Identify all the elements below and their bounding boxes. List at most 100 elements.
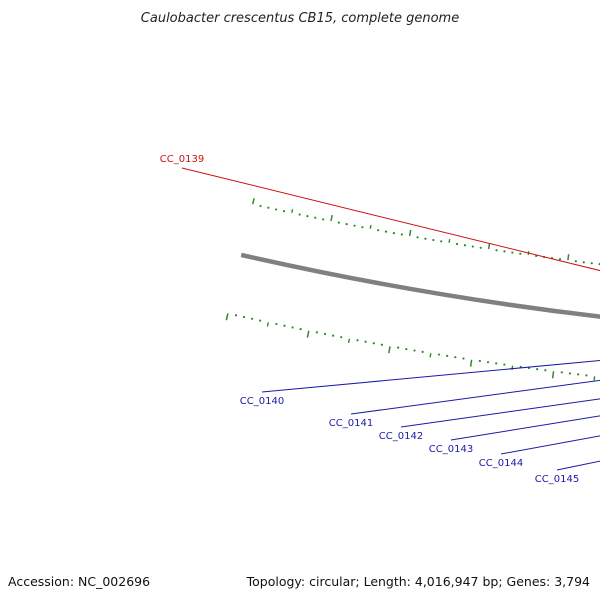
scale-half-tick: [266, 322, 269, 327]
scale-dot: [356, 339, 359, 342]
scale-dot: [332, 334, 335, 337]
scale-half-tick: [429, 353, 432, 358]
scale-dot: [446, 354, 449, 357]
scale-dot: [558, 258, 562, 261]
scale-dot: [283, 324, 286, 327]
gene-label-leader: [400, 398, 600, 428]
scale-dot: [259, 319, 262, 322]
scale-dot: [282, 210, 286, 213]
scale-tick: [251, 198, 255, 205]
scale-tick: [388, 346, 391, 354]
scale-dot: [536, 368, 539, 371]
scale-dot: [503, 363, 506, 366]
scale-dot: [400, 233, 403, 236]
scale-dot: [372, 342, 375, 345]
scale-dot: [590, 262, 593, 265]
map-title: Caulobacter crescentus CB15, complete ge…: [141, 11, 459, 26]
scale-dot: [345, 223, 348, 226]
scale-tick: [408, 229, 412, 237]
scale-tick: [330, 214, 333, 222]
scale-dot: [454, 356, 457, 359]
scale-dot: [495, 362, 498, 365]
gene-label-leader: [181, 167, 600, 272]
scale-dot: [315, 331, 318, 334]
scale-dot: [574, 260, 577, 263]
scale-dot: [298, 213, 301, 216]
gene-label-leader: [261, 359, 600, 393]
scale-dot: [421, 350, 424, 353]
scale-dot: [413, 349, 416, 352]
inner-dotted-scale: [251, 198, 600, 266]
scale-dot: [503, 250, 506, 253]
scale-dot: [251, 317, 254, 320]
scale-tick: [567, 254, 570, 261]
scale-dot: [582, 261, 585, 264]
scale-dot: [353, 224, 356, 227]
gene-label[interactable]: CC_0139: [160, 154, 204, 165]
scale-dot: [384, 230, 388, 233]
scale-half-tick: [291, 209, 294, 213]
scale-dot: [323, 332, 327, 336]
scale-dot: [437, 353, 441, 356]
scale-dot: [392, 231, 395, 235]
scale-dot: [322, 218, 325, 221]
scale-tick: [487, 242, 491, 250]
accession-text: Accession: NC_002696: [8, 574, 150, 589]
scale-dot: [291, 326, 294, 329]
scale-dot: [337, 221, 340, 224]
scale-dot: [577, 373, 580, 376]
gene-label[interactable]: CC_0143: [429, 444, 473, 455]
gene-label[interactable]: CC_0145: [535, 474, 579, 485]
scale-dot: [560, 371, 563, 374]
scale-tick: [225, 313, 229, 321]
scale-dot: [440, 240, 443, 243]
scale-dot: [405, 347, 408, 351]
scale-dot: [361, 226, 364, 229]
scale-dot: [463, 244, 467, 247]
scale-dot: [495, 249, 498, 252]
scale-dot: [568, 372, 572, 375]
scale-dot: [380, 343, 384, 346]
scale-dot: [585, 374, 588, 377]
scale-dot: [455, 242, 459, 246]
scale-dot: [397, 346, 400, 349]
scale-dot: [424, 237, 427, 240]
scale-dot: [234, 314, 238, 317]
scale-dot: [519, 252, 522, 255]
gene-label-leader: [556, 460, 600, 471]
gene-label[interactable]: CC_0142: [379, 431, 423, 442]
gene-label[interactable]: CC_0144: [479, 458, 523, 469]
gene-label-leader: [350, 379, 600, 415]
scale-dot: [306, 215, 309, 218]
scale-dot: [432, 238, 435, 242]
scale-dot: [275, 208, 278, 211]
scale-half-tick: [511, 365, 514, 371]
scale-half-tick: [369, 225, 372, 229]
scale-dot: [259, 204, 262, 208]
scale-tick: [551, 371, 555, 379]
scale-half-tick: [448, 239, 451, 243]
scale-dot: [544, 369, 547, 372]
scale-tick: [469, 359, 473, 367]
scale-dot: [511, 251, 514, 254]
scale-dot: [364, 340, 367, 343]
gene-labels: CC_0139 CC_0140 CC_0141 CC_0142 CC_0143 CC_01…: [160, 154, 600, 485]
backbone-arc: [240, 252, 600, 319]
scale-dot: [299, 328, 302, 331]
scale-dot: [275, 322, 278, 326]
scale-dot: [471, 245, 474, 248]
gene-label[interactable]: CC_0141: [329, 418, 373, 429]
scale-half-tick: [347, 338, 351, 343]
scale-dot: [377, 229, 380, 232]
genome-summary-text: Topology: circular; Length: 4,016,947 bp…: [246, 574, 590, 589]
outer-dotted-scale: [225, 313, 596, 381]
scale-dot: [478, 359, 481, 363]
scale-dot: [314, 216, 317, 219]
scale-dot: [340, 336, 343, 339]
scale-dot: [267, 206, 270, 209]
scale-dot: [416, 236, 419, 239]
gene-label[interactable]: CC_0140: [240, 396, 284, 407]
scale-dot: [462, 357, 465, 360]
scale-dot: [486, 361, 490, 364]
